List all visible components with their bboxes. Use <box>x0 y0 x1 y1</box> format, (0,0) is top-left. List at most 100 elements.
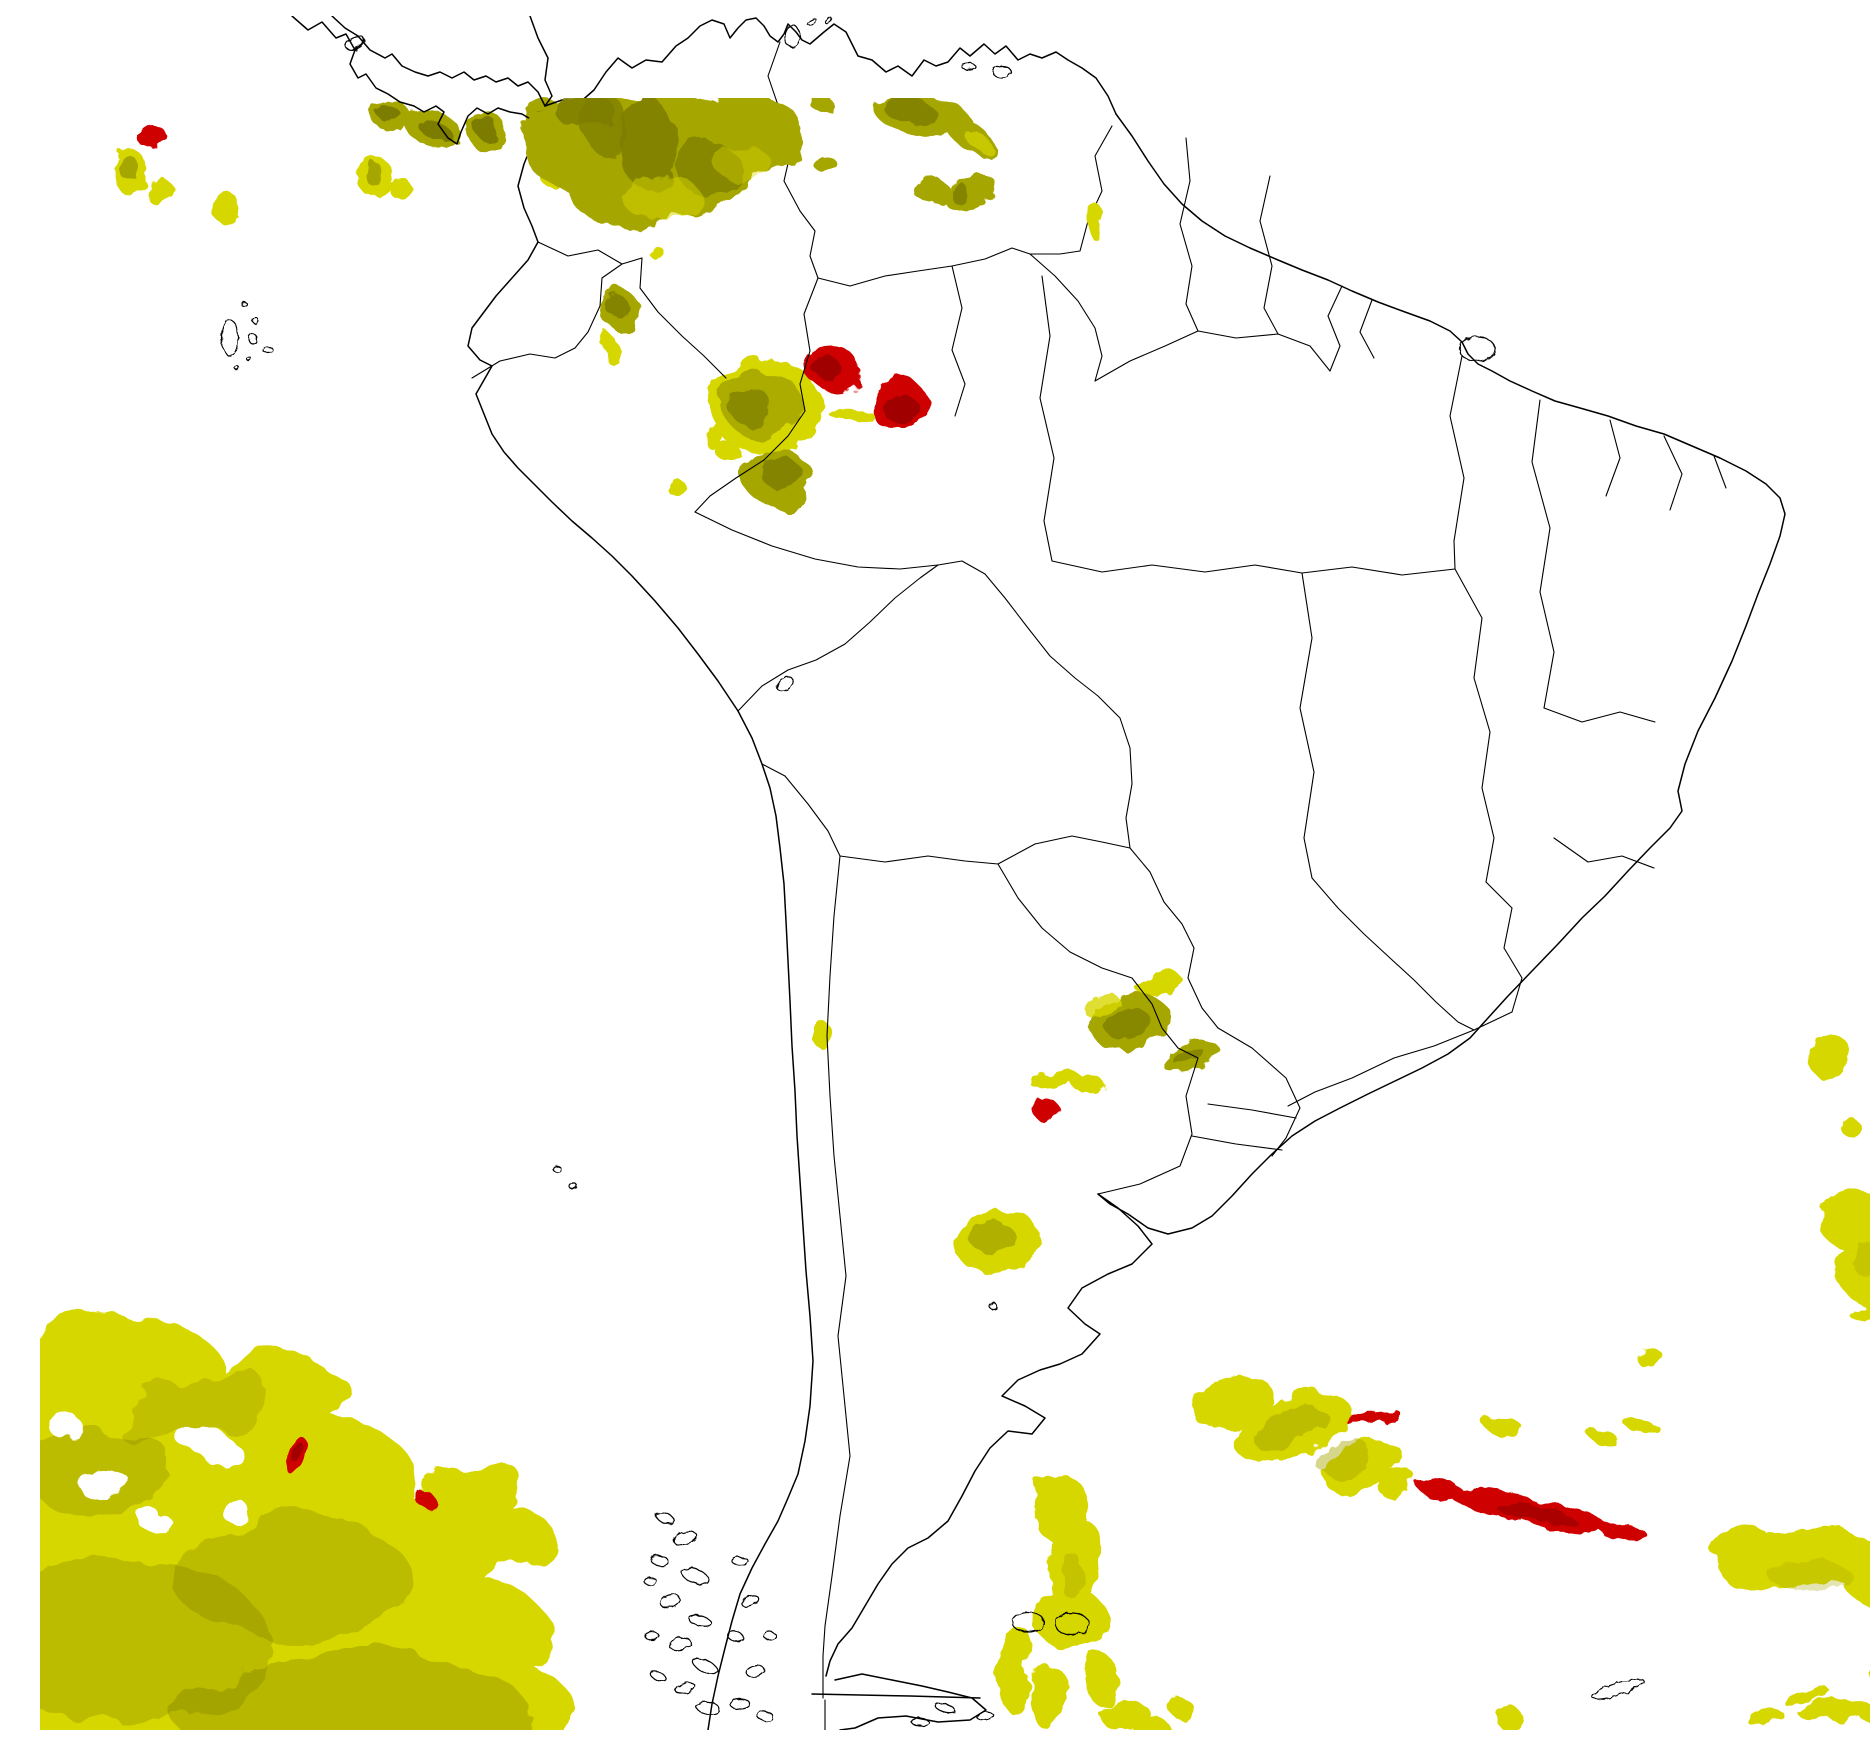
storm-streaks-southeast-blob-R <box>1345 1409 1401 1425</box>
galapagos-santa-cruz <box>248 333 258 345</box>
clouds-pacific-northwest-blob-R <box>137 123 165 149</box>
clouds-central-america-blob-D <box>377 105 399 121</box>
clouds-falklands-band-blob-Y <box>1032 1590 1108 1646</box>
clouds-argentina-blob-O <box>971 1222 1015 1254</box>
border-bolivia-argentina <box>839 855 999 865</box>
clouds-colombia-venezuela-swath-blob-D <box>583 98 627 154</box>
border-guyana-brazil <box>1029 253 1103 382</box>
border-venezuela-colombia <box>767 41 819 279</box>
clouds-southeast-band-blob-Y <box>1588 1430 1618 1444</box>
state-line-amapa-para <box>1359 299 1375 359</box>
clouds-falklands-band-blob-Y <box>1030 1665 1070 1730</box>
clouds-southwest-ocean-mass-blob-D <box>112 1370 268 1442</box>
island-outlines-layer <box>221 16 1645 1727</box>
coast-north <box>544 17 1117 115</box>
south-america-satellite-map <box>40 16 1870 1730</box>
clouds-colombia-venezuela-swath-blob-D <box>618 100 678 188</box>
fjord-island-outline <box>644 1631 660 1641</box>
clouds-southwest-ocean-mass-blob-Y <box>526 1538 556 1564</box>
clouds-argentina-blob-Y <box>813 1021 831 1049</box>
border-argentina-chile <box>822 855 851 1699</box>
clouds-colombia-venezuela-swath-blob-D <box>882 98 934 123</box>
fjord-island-outline <box>729 1698 751 1710</box>
clouds-central-america-blob-O <box>364 161 382 185</box>
clouds-southeast-corner-blob-Y <box>1710 1525 1770 1563</box>
border-paraguay-brazil <box>1129 847 1219 1029</box>
storm-streaks-southeast-blob-E <box>1493 1502 1577 1524</box>
juan-fernandez-2 <box>568 1182 578 1190</box>
clouds-central-america-blob-Y <box>389 179 413 199</box>
trinidad <box>992 65 1012 79</box>
clouds-southwest-ocean-mass-blob-W <box>74 1469 130 1495</box>
clouds-east-ocean-edge-blob-Y <box>1850 1277 1870 1321</box>
state-line-pernambuco <box>1713 455 1727 489</box>
clouds-amazon-blob-D <box>763 461 805 491</box>
clouds-colombia-venezuela-swath-blob-Y <box>646 242 660 256</box>
isla-margarita <box>960 62 976 70</box>
magellan-strait <box>811 1693 981 1699</box>
clouds-paraguay-south-brazil-blob-Y <box>1136 971 1182 997</box>
clouds-southwest-ocean-mass-blob-R <box>410 1485 428 1501</box>
juan-fernandez-1 <box>552 1165 562 1173</box>
clouds-southwest-ocean-mass-blob-D <box>175 1521 415 1641</box>
fjord-island-outline <box>668 1637 692 1651</box>
border-brazil-north <box>1094 330 1331 382</box>
clouds-colombia-venezuela-swath-blob-O <box>975 178 999 198</box>
clouds-amazon-blob-E <box>885 392 917 426</box>
galapagos-isabela <box>221 319 239 357</box>
clouds-paraguay-south-brazil <box>1029 971 1218 1122</box>
clouds-southwest-ocean-mass-blob-E <box>289 1441 305 1463</box>
coast-east <box>1097 113 1786 1235</box>
border-venezuela-guyana <box>1029 125 1113 255</box>
storm-streaks-southeast-blob-R <box>1595 1521 1651 1543</box>
border-argentina-uruguay <box>1097 1057 1199 1195</box>
fjord-island-outline <box>643 1576 657 1586</box>
clouds-southeast-band-blob-Y <box>1378 1470 1418 1498</box>
border-paraguay-argentina <box>997 863 1199 1059</box>
weather-map-figure: satellite-convection-map-south-america <box>40 16 1870 1730</box>
clouds-pacific-northwest-blob-Y <box>146 178 174 206</box>
lake-titicaca <box>776 676 794 692</box>
state-line-para-maranhao <box>1449 355 1465 570</box>
fjord-island-outline <box>672 1530 698 1546</box>
fjord-island-outline <box>674 1681 696 1695</box>
galapagos-islet-3 <box>246 356 252 362</box>
border-ecuador-peru <box>471 263 623 379</box>
state-line-bahia-minas <box>1553 837 1655 869</box>
fjord-island-outline <box>655 1511 675 1525</box>
clouds-pacific-northwest-blob-O <box>119 154 137 180</box>
clouds-colombia-venezuela-swath-blob-O <box>812 153 834 171</box>
clouds-southeast-band-blob-Y <box>1636 1346 1662 1368</box>
clouds-east-ocean-edge-blob-O <box>1848 1236 1870 1276</box>
clouds-colombia-venezuela-swath-blob-Y <box>620 174 700 218</box>
clouds-paraguay-south-brazil-blob-Y <box>1085 993 1119 1019</box>
clouds-pacific-northwest-blob-Y <box>212 192 240 224</box>
border-colombia-ecuador <box>537 241 643 265</box>
state-line-parana-santa-catarina <box>1207 1103 1297 1119</box>
south-georgia <box>1591 1678 1645 1700</box>
clouds-southeast-corner-blob-Y <box>1783 1689 1833 1707</box>
clouds-southwest-ocean-mass-blob-W <box>52 1421 88 1441</box>
clouds-argentina <box>813 1021 1040 1273</box>
clouds-amazon <box>598 292 925 506</box>
clouds-east-ocean-edge <box>1807 1033 1870 1321</box>
state-line-amazonas-para <box>1039 275 1055 562</box>
state-line-tocantins <box>1454 568 1495 883</box>
border-guiana-brazil <box>1327 285 1343 372</box>
clouds-southeast-corner <box>1710 1525 1870 1727</box>
clouds-amazon-blob-Y <box>700 418 720 446</box>
clouds-central-america-blob-D <box>419 120 453 142</box>
atlantic-islet <box>988 1302 998 1310</box>
state-line-roraima <box>951 265 966 417</box>
lake-maracaibo <box>783 24 801 48</box>
border-venezuela-brazil <box>817 247 1031 287</box>
state-line-south-amazonia <box>1051 560 1456 576</box>
clouds-southeast-band-blob-Y <box>1626 1420 1662 1436</box>
galapagos-islet-4 <box>234 365 240 371</box>
state-line-piaui-bahia <box>1543 707 1656 723</box>
clouds-colombia-venezuela-swath-blob-O <box>912 177 948 201</box>
clouds-southwest-ocean-mass-blob-W <box>217 1498 247 1518</box>
clouds-southwest-ocean-mass <box>40 1318 575 1730</box>
state-line-parana-river <box>1311 877 1475 1031</box>
clouds-amazon-blob-Y <box>826 405 874 421</box>
